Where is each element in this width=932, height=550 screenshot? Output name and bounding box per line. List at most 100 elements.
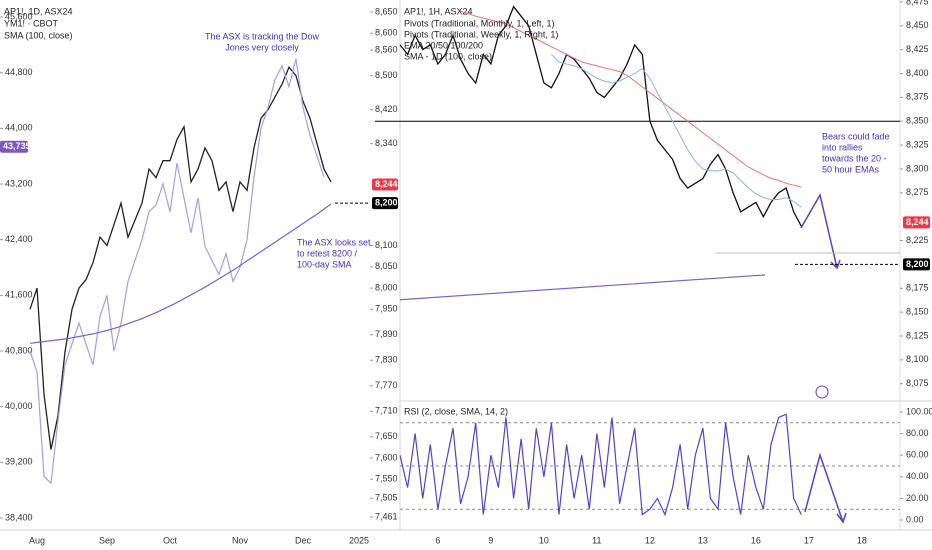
y2-tick-label: 8,100 — [375, 240, 398, 250]
y2-tick-label: 7,890 — [375, 329, 398, 339]
rsi-tick-label: 60.00 — [906, 450, 929, 460]
y-tick-label: 40,800 — [5, 345, 33, 355]
indicator-legend: Pivots (Traditional, Weekly, 1, Right, 1… — [404, 29, 558, 39]
y-tick-label: 38,400 — [5, 512, 33, 522]
y-tick-label: 8,375 — [906, 92, 929, 102]
x-tick-label: Nov — [232, 535, 249, 545]
indicator-legend: SMA - 1D (100, close) — [404, 51, 492, 61]
rsi-tick-label: 80.00 — [906, 428, 929, 438]
y-tick-label: 40,000 — [5, 401, 33, 411]
rsi-tick-label: 0.00 — [906, 514, 924, 524]
y-tick-label: 8,175 — [906, 283, 929, 293]
y2-tick-label: 8,000 — [375, 282, 398, 292]
y2-tick-label: 8,560 — [375, 45, 398, 55]
y-tick-label: 8,275 — [906, 187, 929, 197]
y-tick-label: 8,425 — [906, 44, 929, 54]
replay-icon[interactable] — [815, 385, 829, 399]
price-tag — [0, 140, 28, 153]
annotation: The ASX is tracking the Dow — [205, 31, 320, 41]
y-tick-label: 8,300 — [906, 163, 929, 173]
y-tick-label: 8,225 — [906, 235, 929, 245]
price-line — [29, 65, 332, 450]
x-tick-label: 13 — [698, 535, 708, 545]
price-tag — [903, 216, 930, 229]
price-tag-label: 8,244 — [906, 217, 929, 227]
x-tick-label: Oct — [163, 535, 178, 545]
price-tag — [372, 178, 398, 191]
y-tick-label: 39,200 — [5, 457, 33, 467]
y-tick-label: 41,600 — [5, 290, 33, 300]
y2-tick-label: 7,461 — [375, 511, 398, 521]
x-tick-label: Sep — [99, 535, 115, 545]
y-tick-label: 42,400 — [5, 234, 33, 244]
y-tick-label: 8,475 — [906, 0, 929, 6]
price-tag — [372, 197, 398, 210]
y2-tick-label: 7,830 — [375, 355, 398, 365]
indicator-legend: EMA 20/50/100/200 — [404, 40, 483, 50]
annotation: towards the 20 - — [822, 153, 887, 163]
y2-tick-label: 7,550 — [375, 474, 398, 484]
y-tick-label: 8,400 — [906, 68, 929, 78]
annotation: 50 hour EMAs — [822, 164, 880, 174]
y-tick-label: 8,325 — [906, 139, 929, 149]
annotation: into rallies — [822, 142, 863, 152]
x-tick-label: 10 — [539, 535, 549, 545]
y-tick-label: 45,600 — [5, 11, 33, 21]
annotation: The ASX looks set — [297, 237, 371, 247]
x-tick-label: 17 — [804, 535, 814, 545]
x-tick-label: 9 — [488, 535, 493, 545]
chart-title: AP1!, 1D, ASX24 — [4, 6, 73, 16]
price-tag — [903, 258, 930, 271]
y-tick-label: 43,200 — [5, 178, 33, 188]
x-tick-label: 11 — [592, 535, 601, 545]
x-tick-label: 18 — [857, 535, 867, 545]
y-tick-label: 8,350 — [906, 116, 929, 126]
legend-entry: SMA (100, close) — [4, 30, 73, 40]
y-tick-label: 8,150 — [906, 307, 929, 317]
price-line — [399, 5, 802, 227]
rsi-tick-label: 40.00 — [906, 471, 929, 481]
legend-entry: YM1! · CBOT — [4, 18, 59, 28]
price-tag-label: 8,244 — [375, 179, 398, 189]
y-tick-label: 8,125 — [906, 330, 929, 340]
rsi-line — [399, 413, 802, 517]
y2-tick-label: 8,600 — [375, 28, 398, 38]
y2-tick-label: 8,420 — [375, 104, 398, 114]
price-tag-label: 8,200 — [375, 198, 398, 208]
y2-tick-label: 7,770 — [375, 380, 398, 390]
y-tick-label: 8,075 — [906, 378, 929, 388]
price-line — [29, 203, 332, 344]
x-tick-label: Aug — [29, 535, 45, 545]
y2-tick-label: 7,950 — [375, 304, 398, 314]
y-tick-label: 44,000 — [5, 123, 33, 133]
rsi-title: RSI (2, close, SMA, 14, 2) — [404, 406, 508, 416]
price-tag-label: 43,735 — [3, 141, 31, 151]
ema-line — [460, 11, 802, 188]
annotation: Bears could fade — [822, 131, 890, 141]
price-tag-label: 8,200 — [906, 259, 929, 269]
y2-tick-label: 8,500 — [375, 70, 398, 80]
y-tick-label: 44,800 — [5, 67, 33, 77]
y2-tick-label: 7,600 — [375, 452, 398, 462]
y-tick-label: 8,450 — [906, 20, 929, 30]
x-tick-label: 12 — [645, 535, 655, 545]
chart-title: AP1!, 1H, ASX24 — [404, 6, 473, 16]
ema-line — [551, 54, 802, 208]
daily-sma — [399, 274, 766, 301]
y2-tick-label: 7,505 — [375, 493, 398, 503]
indicator-legend: Pivots (Traditional, Monthly, 1, Left, 1… — [404, 18, 555, 28]
x-tick-label: 2025 — [349, 535, 369, 545]
y-tick-label: 8,100 — [906, 354, 929, 364]
y2-tick-label: 7,710 — [375, 406, 398, 416]
x-tick-label: 16 — [751, 535, 761, 545]
x-tick-label: 6 — [435, 535, 440, 545]
rsi-forecast-arrow — [804, 452, 847, 524]
y2-tick-label: 8,650 — [375, 6, 398, 16]
annotation: Jones very closely — [225, 42, 299, 52]
price-line — [29, 58, 325, 485]
y2-tick-label: 8,050 — [375, 261, 398, 271]
rsi-tick-label: 100.00 — [906, 406, 932, 416]
rsi-tick-label: 20.00 — [906, 493, 929, 503]
y2-tick-label: 7,650 — [375, 431, 398, 441]
